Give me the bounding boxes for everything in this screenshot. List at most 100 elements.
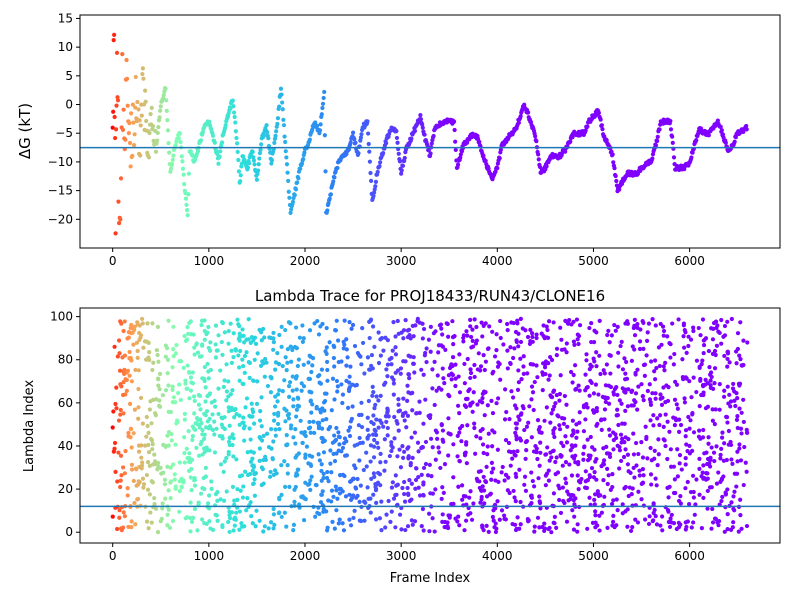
lambda-point — [575, 429, 580, 434]
lambda-point — [333, 328, 338, 333]
lambda-point — [651, 423, 656, 428]
lambda-point — [709, 374, 714, 380]
dg-point — [671, 155, 677, 160]
lambda-point — [480, 523, 485, 528]
lambda-point — [421, 465, 427, 471]
dg-point — [155, 138, 160, 143]
lambda-point — [413, 486, 418, 491]
lambda-point — [561, 498, 566, 504]
dg-point — [518, 114, 523, 119]
lambda-point — [255, 351, 260, 356]
lambda-point — [146, 430, 151, 435]
dg-point — [322, 133, 327, 138]
lambda-point — [268, 520, 274, 525]
lambda-point — [351, 515, 356, 521]
lambda-point — [670, 321, 675, 326]
dg-y-tick-label: 0 — [65, 98, 73, 112]
lambda-point — [623, 321, 628, 326]
lambda-point — [569, 433, 575, 438]
lambda-point — [574, 317, 580, 322]
lambda-point — [514, 437, 519, 442]
lambda-point — [481, 488, 487, 493]
dg-point — [256, 162, 261, 167]
lambda-point — [419, 523, 424, 529]
lambda-point — [182, 435, 187, 440]
lambda-point — [568, 448, 573, 453]
lambda-point — [127, 373, 132, 378]
lambda-point — [317, 373, 322, 378]
lambda-point — [173, 351, 178, 356]
lambda-point — [631, 452, 637, 457]
dg-point — [238, 173, 243, 178]
dg-point — [235, 149, 240, 155]
lambda-point — [257, 518, 262, 523]
lambda-point — [505, 321, 510, 327]
dg-point — [332, 175, 337, 180]
lambda-point — [644, 436, 649, 442]
lambda-point — [207, 424, 213, 429]
lambda-point — [383, 525, 388, 530]
lambda-point — [210, 527, 216, 532]
lambda-point — [122, 471, 127, 476]
dg-point — [283, 149, 288, 154]
lambda-point — [291, 404, 296, 409]
lambda-point — [620, 367, 626, 372]
lambda-point — [420, 336, 425, 341]
lambda-point — [585, 437, 590, 442]
lambda-point — [523, 456, 528, 462]
lambda-point — [717, 407, 722, 412]
lambda-point — [129, 322, 134, 328]
lambda-point — [336, 521, 341, 526]
dg-point — [698, 126, 704, 131]
lambda-point — [548, 420, 553, 425]
lambda-point — [376, 360, 382, 366]
lambda-point — [166, 318, 171, 323]
lambda-point — [471, 390, 476, 395]
dg-point — [668, 127, 674, 132]
lambda-point — [608, 487, 613, 492]
lambda-point — [153, 459, 158, 464]
lambda-point — [409, 497, 414, 502]
lambda-y-tick-label: 100 — [50, 310, 73, 324]
lambda-point — [628, 528, 634, 534]
lambda-point — [457, 411, 462, 416]
lambda-point — [543, 371, 548, 377]
lambda-point — [739, 431, 744, 436]
dg-point — [536, 157, 541, 162]
lambda-point — [390, 348, 395, 353]
lambda-point — [708, 457, 713, 463]
lambda-point — [591, 391, 597, 396]
lambda-point — [530, 331, 535, 336]
lambda-point — [315, 420, 320, 425]
lambda-point — [734, 484, 739, 489]
lambda-point — [633, 399, 638, 405]
lambda-point — [334, 488, 339, 493]
lambda-point — [615, 407, 620, 412]
lambda-point — [398, 465, 404, 470]
dg-point — [428, 151, 433, 156]
dg-point — [458, 152, 463, 157]
lambda-point — [571, 493, 576, 498]
dg-x-tick-label: 6000 — [674, 254, 705, 268]
dg-point — [381, 150, 386, 156]
dg-point — [723, 140, 728, 145]
lambda-point — [484, 464, 489, 469]
lambda-point — [710, 506, 715, 512]
lambda-point — [558, 373, 563, 378]
lambda-point — [366, 496, 371, 501]
lambda-point — [715, 323, 720, 328]
lambda-point — [396, 402, 401, 407]
lambda-point — [652, 358, 658, 363]
lambda-point — [394, 483, 399, 488]
lambda-point — [290, 374, 295, 379]
lambda-point — [656, 345, 662, 350]
dg-point — [135, 99, 140, 105]
lambda-point — [365, 355, 371, 360]
lambda-point — [658, 413, 663, 418]
lambda-point — [330, 376, 336, 381]
lambda-point — [140, 460, 145, 465]
lambda-point — [715, 520, 720, 525]
lambda-point — [725, 512, 730, 517]
lambda-point — [368, 459, 373, 464]
lambda-point — [316, 332, 322, 337]
